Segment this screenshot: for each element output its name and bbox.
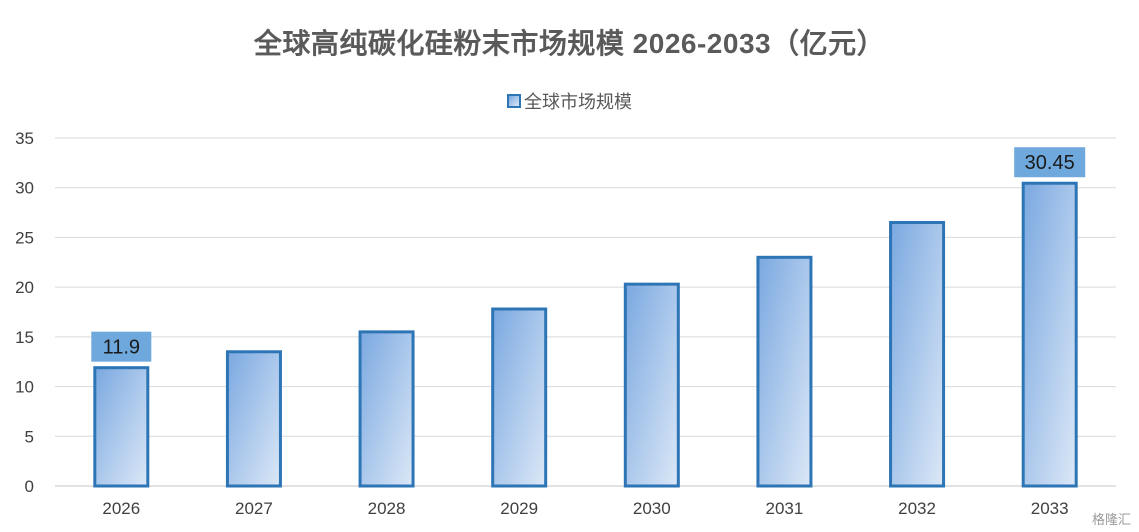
data-label-box xyxy=(1014,147,1086,178)
y-tick-label: 25 xyxy=(15,228,34,247)
y-tick-label: 35 xyxy=(15,129,34,148)
bar-2032 xyxy=(889,221,946,488)
x-tick-label: 2026 xyxy=(102,499,140,518)
bar-2031 xyxy=(756,255,813,488)
y-tick-label: 5 xyxy=(25,427,34,446)
y-tick-label: 10 xyxy=(15,378,34,397)
y-axis-ticks: 0 5 10 15 20 25 30 35 xyxy=(15,129,34,496)
bar-2027 xyxy=(225,350,282,488)
legend-swatch xyxy=(507,94,521,109)
legend-label: 全球市场规模 xyxy=(524,92,632,112)
y-tick-label: 15 xyxy=(15,328,34,347)
watermark: 格隆汇 xyxy=(1091,512,1131,527)
x-tick-label: 2030 xyxy=(633,499,671,518)
bar-2026 xyxy=(93,366,150,488)
bar-2028 xyxy=(358,330,415,488)
data-labels: 11.9 30.45 xyxy=(91,147,1086,362)
data-label: 11.9 xyxy=(103,337,140,359)
legend: 全球市场规模 xyxy=(0,88,1139,114)
x-tick-label: 2029 xyxy=(500,499,538,518)
x-tick-label: 2028 xyxy=(368,499,406,518)
x-tick-label: 2033 xyxy=(1031,499,1069,518)
bar-2029 xyxy=(491,307,548,488)
data-label-box xyxy=(91,331,152,362)
gridlines xyxy=(55,137,1116,487)
bars xyxy=(93,181,1078,488)
bar-2030 xyxy=(623,282,680,488)
y-tick-label: 30 xyxy=(15,179,34,198)
x-tick-label: 2027 xyxy=(235,499,273,518)
x-tick-label: 2031 xyxy=(766,499,804,518)
y-tick-label: 0 xyxy=(25,477,34,496)
y-tick-label: 20 xyxy=(15,278,34,297)
chart-title: 全球高纯碳化硅粉末市场规模 2026-2033（亿元） xyxy=(253,28,886,59)
x-tick-label: 2032 xyxy=(898,499,936,518)
x-axis-ticks: 2026 2027 2028 2029 2030 2031 2032 2033 xyxy=(102,499,1068,518)
bar-2033 xyxy=(1021,181,1078,488)
data-label: 30.45 xyxy=(1025,152,1075,174)
